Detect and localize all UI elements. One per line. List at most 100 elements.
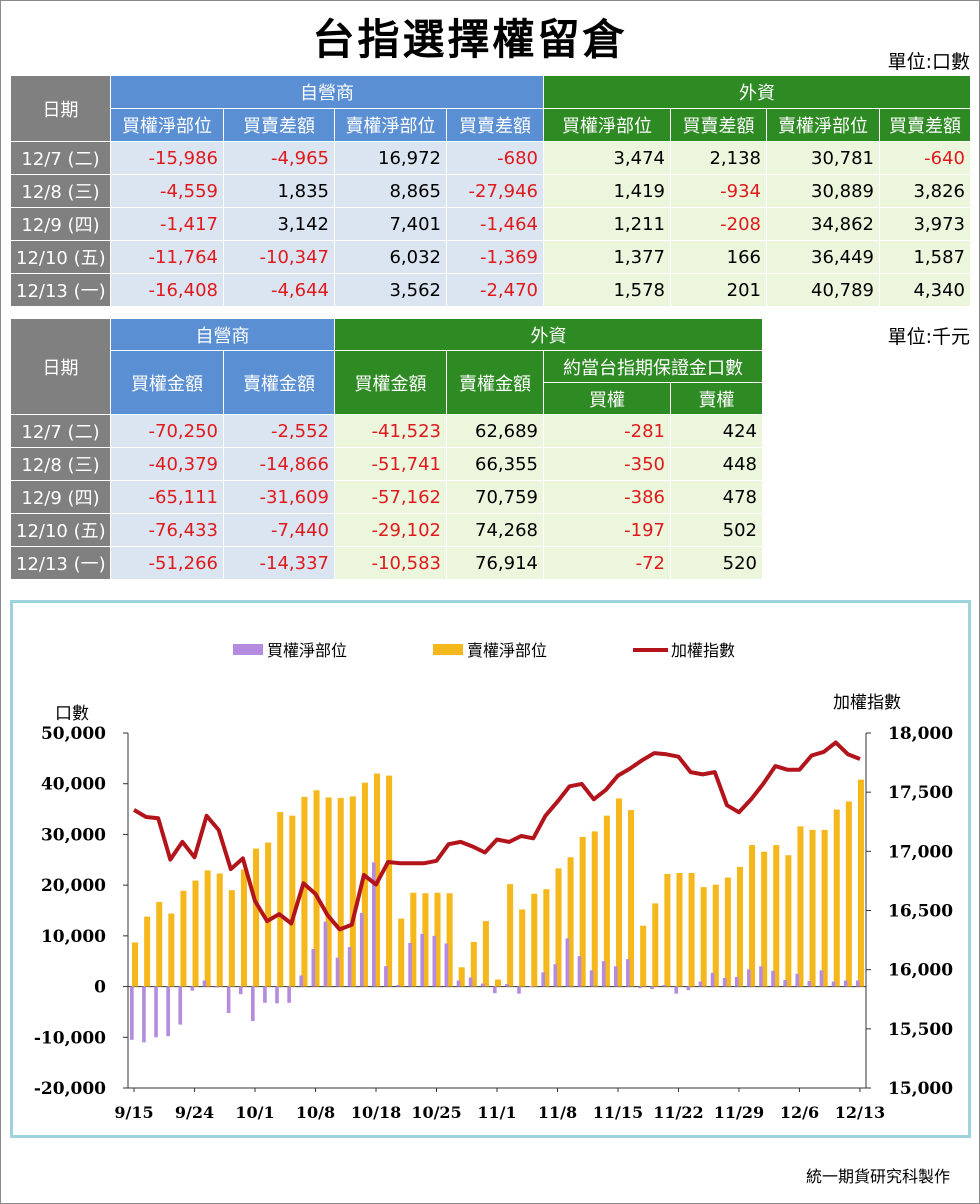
call-position-bar: [589, 970, 594, 987]
legend-label: 加權指數: [671, 641, 735, 660]
put-position-bar: [132, 942, 139, 987]
value-cell: -70,250: [110, 414, 224, 448]
call-position-bar: [541, 972, 545, 987]
put-position-bar: [277, 812, 284, 987]
call-position-bar: [299, 975, 304, 987]
value-cell: -640: [879, 141, 971, 175]
value-cell: -1,464: [446, 207, 544, 241]
call-position-bar: [722, 977, 727, 987]
chart-panel: 50,000 40,000 30,000 20,000 10,000 0 -10,000 -2…: [10, 600, 971, 1138]
call-position-bar: [698, 981, 703, 987]
call-position-bar: [843, 980, 848, 987]
value-cell: -16,408: [110, 273, 224, 307]
table-row: 12/10 (五) -76,433 -7,440 -29,102 74,268 -197 5…: [10, 513, 763, 547]
col-header: 買賣差額: [879, 108, 971, 142]
call-position-bar: [480, 983, 485, 987]
date-text: 12/7: [21, 149, 62, 170]
call-position-bar: [831, 981, 836, 987]
put-position-bar: [325, 797, 332, 987]
legend-swatch: [433, 644, 463, 655]
x-tick-label: 10/18: [351, 1103, 401, 1122]
put-position-bar: [168, 913, 175, 987]
value-cell: 7,401: [334, 207, 447, 241]
value-cell: 30,781: [766, 141, 880, 175]
call-position-bar: [601, 961, 606, 987]
x-tick-label: 9/15: [114, 1103, 153, 1122]
value-cell: -934: [670, 174, 767, 208]
unit-label-1: 單位:口數: [887, 51, 970, 73]
value-cell: 3,826: [879, 174, 971, 208]
put-position-bar: [821, 829, 828, 987]
date-cell: 12/7 (二): [10, 141, 111, 175]
table-row: 12/9 (四) -65,111 -31,609 -57,162 70,759 -386 4…: [10, 480, 763, 514]
value-cell: 478: [670, 480, 763, 514]
x-tick-label: 11/29: [714, 1103, 764, 1122]
y2-tick-label: 15,500: [888, 1020, 953, 1040]
y2-tick-label: 17,000: [888, 842, 953, 862]
value-cell: 16,972: [334, 141, 447, 175]
call-position-bar: [214, 986, 219, 988]
put-position-bar: [349, 796, 356, 987]
date-text: 12/9: [21, 488, 62, 509]
weekday-text: (一): [73, 281, 106, 302]
legend-item: 賣權淨部位: [433, 641, 547, 660]
x-tick-label: 9/24: [175, 1103, 214, 1122]
table-row: 12/8 (三) -40,379 -14,866 -51,741 66,355 -350 4…: [10, 447, 763, 481]
call-position-bar: [468, 977, 473, 987]
call-position-bar: [142, 986, 146, 1043]
call-position-bar: [517, 986, 521, 994]
call-position-bar: [807, 980, 812, 987]
weekday-text: (五): [73, 521, 106, 542]
put-position-bar: [204, 870, 211, 987]
value-cell: 70,759: [446, 480, 544, 514]
call-position-bar: [529, 986, 533, 988]
date-text: 12/7: [21, 422, 62, 443]
value-cell: 30,889: [766, 174, 880, 208]
value-cell: -197: [543, 513, 671, 547]
value-cell: -4,559: [110, 174, 224, 208]
table-row: 12/7 (二) -70,250 -2,552 -41,523 62,689 -281 42…: [10, 414, 763, 448]
value-cell: -680: [446, 141, 544, 175]
call-position-bar: [674, 986, 679, 994]
call-position-bar: [263, 986, 267, 1003]
legend-label: 賣權淨部位: [467, 641, 547, 660]
value-cell: -40,379: [110, 447, 224, 481]
value-cell: -31,609: [223, 480, 335, 514]
value-cell: 166: [670, 240, 767, 274]
put-position-bar: [761, 851, 768, 987]
put-position-bar: [398, 918, 405, 987]
call-position-bar: [553, 964, 558, 987]
x-tick-label: 10/8: [296, 1103, 335, 1122]
value-cell: -386: [543, 480, 671, 514]
col-header: 買賣差額: [223, 108, 335, 142]
date-header: 日期: [10, 75, 111, 142]
put-position-bar: [615, 798, 623, 987]
value-cell: -57,162: [334, 480, 447, 514]
value-cell: -281: [543, 414, 671, 448]
date-cell: 12/10 (五): [10, 240, 111, 274]
value-cell: 502: [670, 513, 763, 547]
put-position-bar: [809, 829, 816, 987]
put-position-bar: [228, 890, 235, 987]
x-tick-label: 12/6: [780, 1103, 819, 1122]
put-position-bar: [216, 873, 223, 987]
call-position-bar: [420, 933, 425, 987]
call-position-bar: [311, 949, 316, 987]
date-cell: 12/9 (四): [10, 207, 111, 241]
value-cell: -51,266: [110, 546, 224, 580]
call-position-bar: [492, 986, 497, 994]
col-header: 賣權: [670, 382, 763, 415]
call-position-bar: [686, 986, 691, 991]
call-position-bar: [323, 921, 328, 987]
value-cell: 3,142: [223, 207, 335, 241]
put-position-bar: [519, 909, 526, 987]
put-position-bar: [712, 884, 719, 987]
value-cell: -27,946: [446, 174, 544, 208]
put-position-bar: [773, 845, 780, 987]
put-position-bar: [567, 857, 574, 987]
y2-tick-label: 17,500: [888, 783, 953, 803]
value-cell: 3,474: [543, 141, 671, 175]
call-position-bar: [275, 986, 279, 1004]
put-position-bar: [664, 873, 671, 987]
y-tick-label: 40,000: [41, 775, 106, 795]
